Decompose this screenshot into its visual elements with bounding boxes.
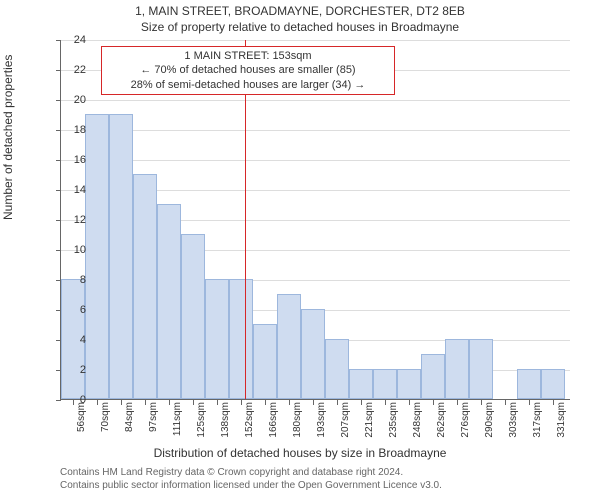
x-tick-mark [169, 400, 170, 405]
x-tick-label: 56sqm [76, 402, 87, 462]
y-tick-label: 14 [56, 184, 86, 196]
y-tick-label: 16 [56, 154, 86, 166]
x-tick-mark [145, 400, 146, 405]
x-tick-label: 248sqm [412, 402, 423, 462]
chart-subtitle: Size of property relative to detached ho… [0, 20, 600, 34]
y-tick-label: 12 [56, 214, 86, 226]
histogram-bar [373, 369, 397, 399]
x-tick-label: 207sqm [340, 402, 351, 462]
y-tick-label: 20 [56, 94, 86, 106]
chart-title: 1, MAIN STREET, BROADMAYNE, DORCHESTER, … [0, 4, 600, 18]
footer-line-1: Contains HM Land Registry data © Crown c… [60, 466, 580, 479]
x-tick-label: 111sqm [172, 402, 183, 462]
x-tick-mark [529, 400, 530, 405]
x-tick-mark [481, 400, 482, 405]
y-tick-label: 24 [56, 34, 86, 46]
histogram-bar [445, 339, 469, 399]
x-tick-label: 180sqm [292, 402, 303, 462]
histogram-bar [541, 369, 565, 399]
x-tick-label: 166sqm [268, 402, 279, 462]
x-tick-mark [505, 400, 506, 405]
histogram-bar [421, 354, 445, 399]
histogram-bar [325, 339, 349, 399]
annotation-line-3: 28% of semi-detached houses are larger (… [108, 78, 388, 92]
annotation-box: 1 MAIN STREET: 153sqm ← 70% of detached … [101, 46, 395, 95]
histogram-bar [397, 369, 421, 399]
histogram-bar [277, 294, 301, 399]
x-tick-label: 276sqm [460, 402, 471, 462]
x-tick-mark [409, 400, 410, 405]
y-tick-label: 2 [56, 364, 86, 376]
x-tick-label: 125sqm [196, 402, 207, 462]
x-tick-label: 193sqm [316, 402, 327, 462]
x-tick-label: 70sqm [100, 402, 111, 462]
x-tick-mark [289, 400, 290, 405]
x-tick-label: 97sqm [148, 402, 159, 462]
x-tick-mark [313, 400, 314, 405]
histogram-bar [349, 369, 373, 399]
histogram-bar [85, 114, 109, 399]
x-tick-label: 221sqm [364, 402, 375, 462]
histogram-bar [133, 174, 157, 399]
x-tick-label: 290sqm [484, 402, 495, 462]
x-tick-label: 317sqm [532, 402, 543, 462]
x-tick-label: 235sqm [388, 402, 399, 462]
x-tick-label: 303sqm [508, 402, 519, 462]
histogram-bar [253, 324, 277, 399]
plot-area: 1 MAIN STREET: 153sqm ← 70% of detached … [60, 40, 570, 400]
y-tick-label: 8 [56, 274, 86, 286]
x-tick-mark [217, 400, 218, 405]
histogram-bar [205, 279, 229, 399]
x-tick-mark [241, 400, 242, 405]
y-axis-label: Number of detached properties [1, 55, 15, 220]
histogram-bar [301, 309, 325, 399]
x-tick-label: 262sqm [436, 402, 447, 462]
histogram-bar [517, 369, 541, 399]
y-tick-label: 6 [56, 304, 86, 316]
chart-container: 1, MAIN STREET, BROADMAYNE, DORCHESTER, … [0, 0, 600, 500]
annotation-line-1: 1 MAIN STREET: 153sqm [108, 49, 388, 63]
y-tick-label: 10 [56, 244, 86, 256]
x-tick-label: 84sqm [124, 402, 135, 462]
y-tick-label: 22 [56, 64, 86, 76]
x-tick-mark [553, 400, 554, 405]
x-tick-label: 331sqm [556, 402, 567, 462]
x-tick-label: 152sqm [244, 402, 255, 462]
y-tick-label: 4 [56, 334, 86, 346]
x-tick-mark [337, 400, 338, 405]
footer-line-2: Contains public sector information licen… [60, 479, 580, 492]
x-tick-mark [193, 400, 194, 405]
histogram-bar [157, 204, 181, 399]
x-tick-mark [385, 400, 386, 405]
x-tick-label: 138sqm [220, 402, 231, 462]
histogram-bar [229, 279, 253, 399]
histogram-bar [469, 339, 493, 399]
x-tick-mark [457, 400, 458, 405]
histogram-bar [181, 234, 205, 399]
x-tick-mark [121, 400, 122, 405]
y-tick-label: 18 [56, 124, 86, 136]
histogram-bar [109, 114, 133, 399]
x-tick-mark [265, 400, 266, 405]
x-tick-mark [97, 400, 98, 405]
x-tick-mark [433, 400, 434, 405]
x-tick-mark [361, 400, 362, 405]
annotation-line-2: ← 70% of detached houses are smaller (85… [108, 63, 388, 77]
